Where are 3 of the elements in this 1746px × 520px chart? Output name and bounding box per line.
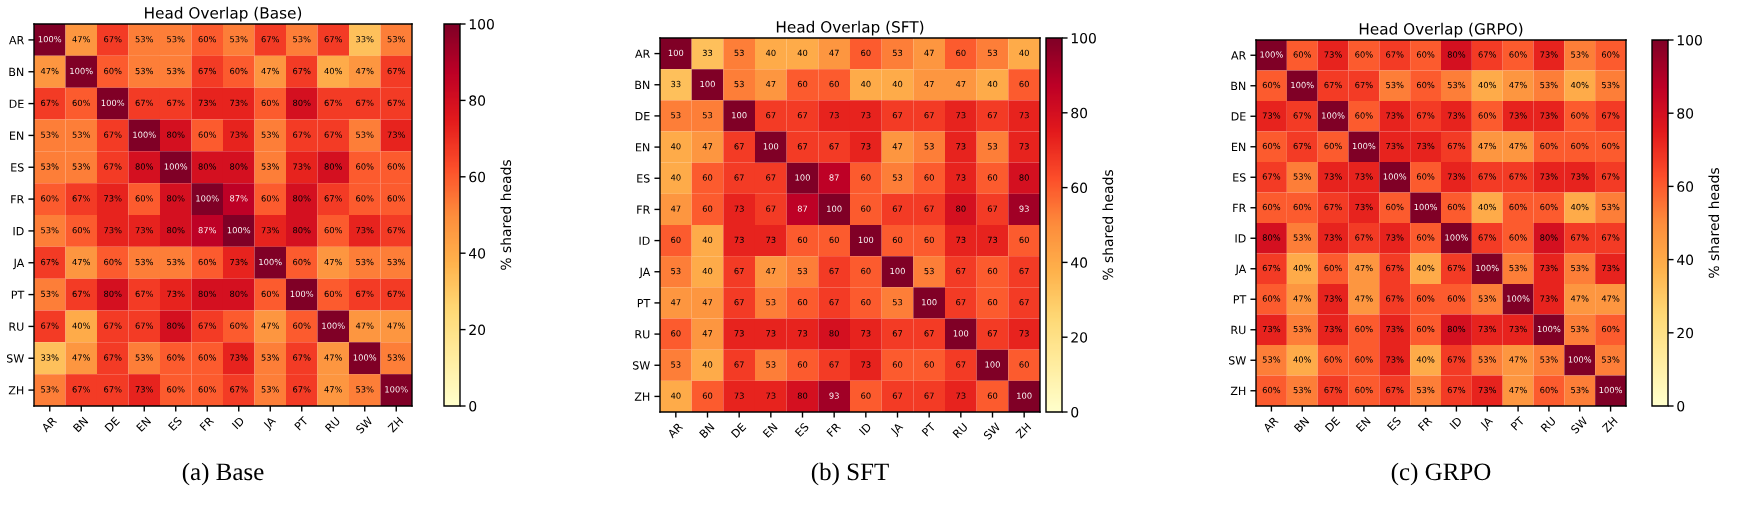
text: (a) Base	[182, 462, 264, 486]
text: (b) SFT	[811, 462, 889, 486]
text: (c) GRPO	[1391, 462, 1491, 486]
